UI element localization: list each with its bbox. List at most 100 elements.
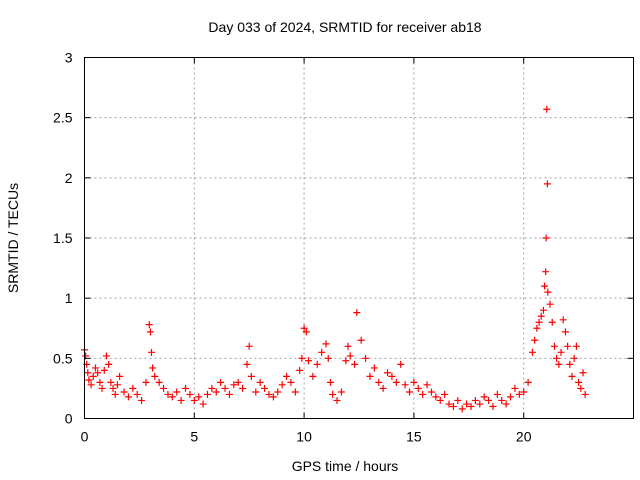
data-point — [124, 393, 132, 401]
data-point — [287, 378, 295, 386]
data-point — [113, 381, 121, 389]
data-point — [485, 396, 493, 404]
data-point — [401, 381, 409, 389]
data-point — [384, 369, 392, 377]
data-point — [94, 369, 102, 377]
data-point — [239, 384, 247, 392]
data-point — [357, 336, 365, 344]
data-point — [449, 402, 457, 410]
data-point — [283, 372, 291, 380]
data-point — [256, 378, 264, 386]
x-axis-label: GPS time / hours — [292, 458, 399, 474]
data-point — [199, 400, 207, 408]
data-point — [212, 388, 220, 396]
data-point — [87, 381, 95, 389]
x-tick-label: 5 — [190, 429, 198, 445]
data-point — [353, 309, 361, 317]
data-point — [493, 390, 501, 398]
data-point — [195, 393, 203, 401]
data-point — [147, 348, 155, 356]
data-points — [81, 105, 589, 413]
x-tick-label: 10 — [296, 429, 312, 445]
data-point — [566, 360, 574, 368]
data-point — [392, 378, 400, 386]
data-point — [535, 318, 543, 326]
data-point — [511, 384, 519, 392]
data-point — [548, 318, 556, 326]
data-point — [221, 384, 229, 392]
data-point — [89, 372, 97, 380]
data-point — [454, 396, 462, 404]
data-point — [577, 384, 585, 392]
data-point — [160, 384, 168, 392]
data-point — [419, 390, 427, 398]
data-point — [186, 390, 194, 398]
data-point — [555, 360, 563, 368]
data-point — [261, 384, 269, 392]
x-tick-label: 15 — [406, 429, 422, 445]
data-point — [581, 390, 589, 398]
data-point — [217, 378, 225, 386]
data-point — [324, 354, 332, 362]
data-point — [138, 396, 146, 404]
data-point — [379, 384, 387, 392]
data-point — [107, 378, 115, 386]
data-point — [550, 342, 558, 350]
data-point — [568, 372, 576, 380]
data-point — [142, 378, 150, 386]
data-point — [234, 378, 242, 386]
chart-title: Day 033 of 2024, SRMTID for receiver ab1… — [208, 19, 481, 35]
data-point — [572, 342, 580, 350]
data-point — [539, 306, 547, 314]
data-point — [458, 405, 466, 413]
data-point — [309, 372, 317, 380]
data-point — [326, 378, 334, 386]
data-point — [98, 384, 106, 392]
data-point — [471, 396, 479, 404]
data-point — [463, 400, 471, 408]
data-point — [342, 357, 350, 365]
data-point — [96, 378, 104, 386]
data-point — [414, 384, 422, 392]
data-point — [333, 396, 341, 404]
y-tick-label: 2 — [65, 170, 73, 186]
data-point — [146, 328, 154, 336]
data-point — [177, 396, 185, 404]
data-point — [406, 388, 414, 396]
y-axis-label: SRMTID / TECUs — [5, 183, 21, 293]
y-tick-label: 1.5 — [53, 230, 73, 246]
data-point — [100, 366, 108, 374]
data-point — [85, 376, 93, 384]
data-point — [203, 390, 211, 398]
data-point — [298, 354, 306, 362]
data-point — [274, 388, 282, 396]
data-point — [561, 328, 569, 336]
data-point — [542, 234, 550, 242]
data-point — [116, 372, 124, 380]
data-point — [441, 390, 449, 398]
data-point — [302, 328, 310, 336]
data-point — [225, 390, 233, 398]
data-point — [173, 388, 181, 396]
y-tick-label: 0 — [65, 411, 73, 427]
data-point — [265, 390, 273, 398]
data-point — [91, 364, 99, 372]
data-point — [145, 321, 153, 329]
data-point — [537, 312, 545, 320]
y-tick-label: 2.5 — [53, 110, 73, 126]
data-point — [164, 390, 172, 398]
data-point — [524, 378, 532, 386]
data-point — [546, 300, 554, 308]
data-point — [182, 384, 190, 392]
data-point — [109, 384, 117, 392]
data-point — [557, 348, 565, 356]
data-point — [520, 388, 528, 396]
data-point — [410, 378, 418, 386]
data-point — [489, 402, 497, 410]
data-point — [515, 390, 523, 398]
data-point — [313, 360, 321, 368]
data-point — [445, 400, 453, 408]
data-point — [102, 352, 110, 360]
data-point — [397, 360, 405, 368]
